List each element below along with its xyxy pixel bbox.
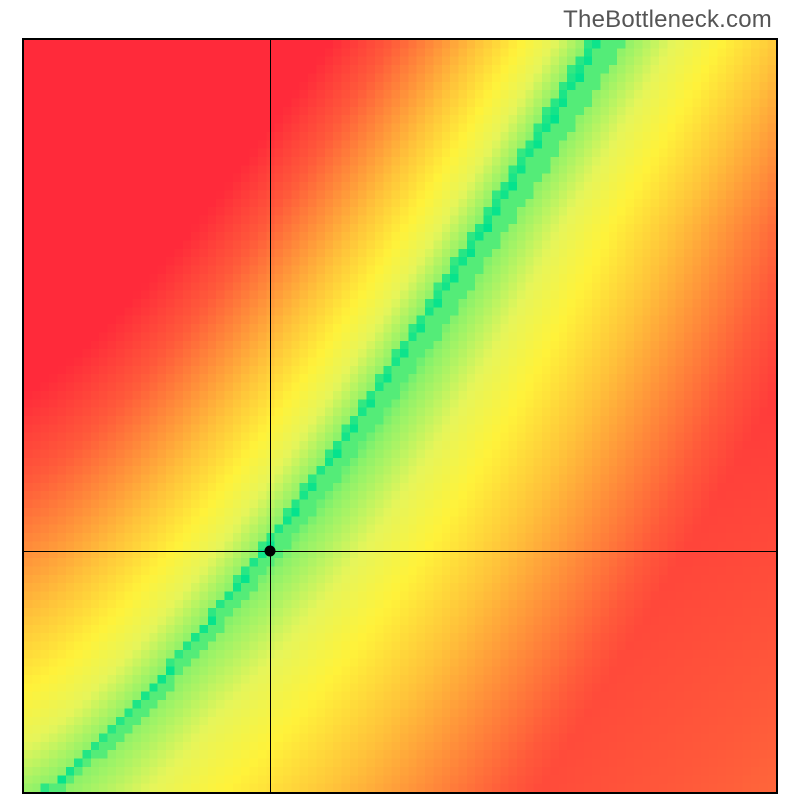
crosshair-marker-dot — [264, 546, 275, 557]
crosshair-horizontal — [24, 551, 776, 552]
heatmap-canvas — [24, 40, 776, 792]
watermark-text: TheBottleneck.com — [563, 6, 772, 34]
heatmap-plot — [22, 38, 778, 794]
crosshair-vertical — [270, 40, 271, 792]
